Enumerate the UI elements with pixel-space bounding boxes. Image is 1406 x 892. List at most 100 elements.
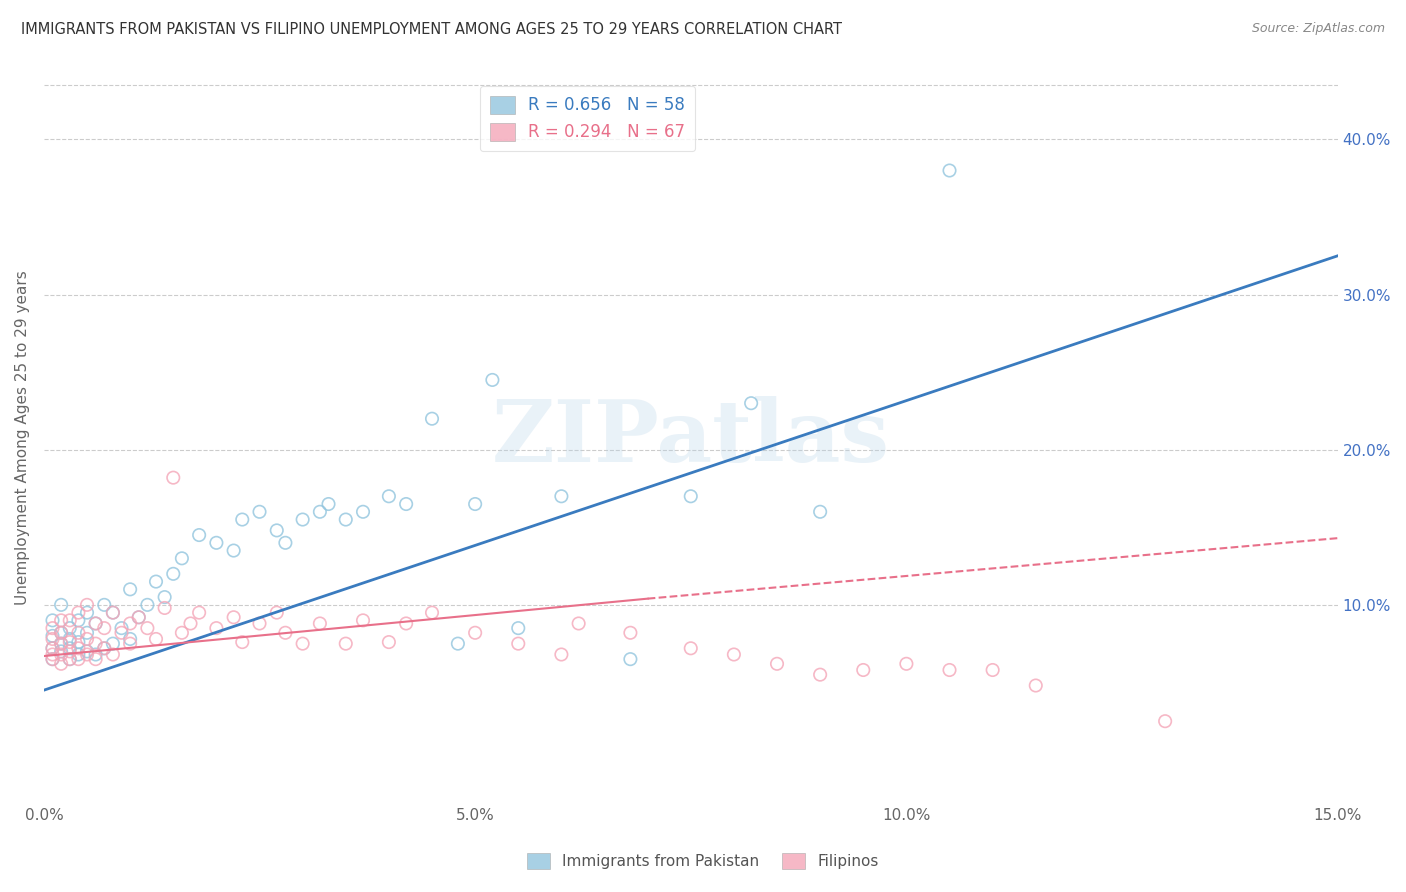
- Point: [231, 635, 253, 649]
- Point: [41, 652, 63, 666]
- Point: [291, 512, 314, 526]
- Point: [59, 635, 82, 649]
- Point: [723, 648, 745, 662]
- Point: [49, 613, 72, 627]
- Point: [464, 497, 486, 511]
- Point: [481, 373, 503, 387]
- Point: [76, 644, 98, 658]
- Point: [222, 610, 245, 624]
- Point: [309, 616, 332, 631]
- Point: [508, 637, 530, 651]
- Point: [67, 652, 90, 666]
- Point: [180, 616, 202, 631]
- Point: [84, 652, 107, 666]
- Point: [619, 625, 641, 640]
- Point: [550, 648, 572, 662]
- Point: [41, 641, 63, 656]
- Point: [93, 621, 115, 635]
- Point: [110, 625, 132, 640]
- Point: [67, 625, 90, 640]
- Point: [67, 648, 90, 662]
- Point: [447, 637, 470, 651]
- Point: [41, 641, 63, 656]
- Point: [76, 606, 98, 620]
- Point: [67, 635, 90, 649]
- Point: [49, 625, 72, 640]
- Point: [740, 396, 762, 410]
- Point: [84, 616, 107, 631]
- Point: [120, 582, 142, 597]
- Point: [420, 606, 443, 620]
- Point: [76, 625, 98, 640]
- Point: [49, 648, 72, 662]
- Point: [41, 632, 63, 646]
- Point: [679, 489, 702, 503]
- Point: [59, 632, 82, 646]
- Point: [84, 637, 107, 651]
- Point: [101, 606, 124, 620]
- Point: [938, 663, 960, 677]
- Point: [464, 625, 486, 640]
- Point: [49, 644, 72, 658]
- Point: [170, 551, 193, 566]
- Point: [128, 610, 150, 624]
- Point: [378, 489, 401, 503]
- Y-axis label: Unemployment Among Ages 25 to 29 years: Unemployment Among Ages 25 to 29 years: [15, 271, 30, 606]
- Point: [766, 657, 789, 671]
- Point: [335, 512, 357, 526]
- Point: [101, 648, 124, 662]
- Point: [162, 566, 184, 581]
- Point: [1154, 714, 1177, 729]
- Point: [938, 163, 960, 178]
- Point: [59, 621, 82, 635]
- Point: [101, 637, 124, 651]
- Point: [222, 543, 245, 558]
- Point: [679, 641, 702, 656]
- Point: [508, 621, 530, 635]
- Point: [49, 625, 72, 640]
- Point: [550, 489, 572, 503]
- Point: [41, 621, 63, 635]
- Point: [619, 652, 641, 666]
- Point: [59, 652, 82, 666]
- Point: [852, 663, 875, 677]
- Point: [274, 536, 297, 550]
- Text: IMMIGRANTS FROM PAKISTAN VS FILIPINO UNEMPLOYMENT AMONG AGES 25 TO 29 YEARS CORR: IMMIGRANTS FROM PAKISTAN VS FILIPINO UNE…: [21, 22, 842, 37]
- Point: [378, 635, 401, 649]
- Point: [120, 616, 142, 631]
- Point: [41, 629, 63, 643]
- Point: [352, 613, 374, 627]
- Point: [266, 524, 288, 538]
- Point: [249, 616, 271, 631]
- Point: [309, 505, 332, 519]
- Point: [335, 637, 357, 651]
- Point: [67, 641, 90, 656]
- Point: [93, 641, 115, 656]
- Point: [49, 657, 72, 671]
- Point: [188, 528, 211, 542]
- Point: [49, 637, 72, 651]
- Legend: Immigrants from Pakistan, Filipinos: Immigrants from Pakistan, Filipinos: [522, 847, 884, 875]
- Point: [136, 621, 159, 635]
- Point: [205, 536, 228, 550]
- Point: [67, 613, 90, 627]
- Point: [231, 512, 253, 526]
- Point: [110, 621, 132, 635]
- Point: [59, 613, 82, 627]
- Point: [41, 648, 63, 662]
- Point: [120, 632, 142, 646]
- Point: [93, 641, 115, 656]
- Point: [84, 616, 107, 631]
- Point: [67, 606, 90, 620]
- Point: [291, 637, 314, 651]
- Point: [128, 610, 150, 624]
- Text: ZIPatlas: ZIPatlas: [492, 396, 890, 480]
- Point: [153, 590, 176, 604]
- Text: Source: ZipAtlas.com: Source: ZipAtlas.com: [1251, 22, 1385, 36]
- Point: [145, 632, 167, 646]
- Point: [153, 601, 176, 615]
- Point: [568, 616, 591, 631]
- Point: [170, 625, 193, 640]
- Point: [808, 667, 831, 681]
- Point: [93, 598, 115, 612]
